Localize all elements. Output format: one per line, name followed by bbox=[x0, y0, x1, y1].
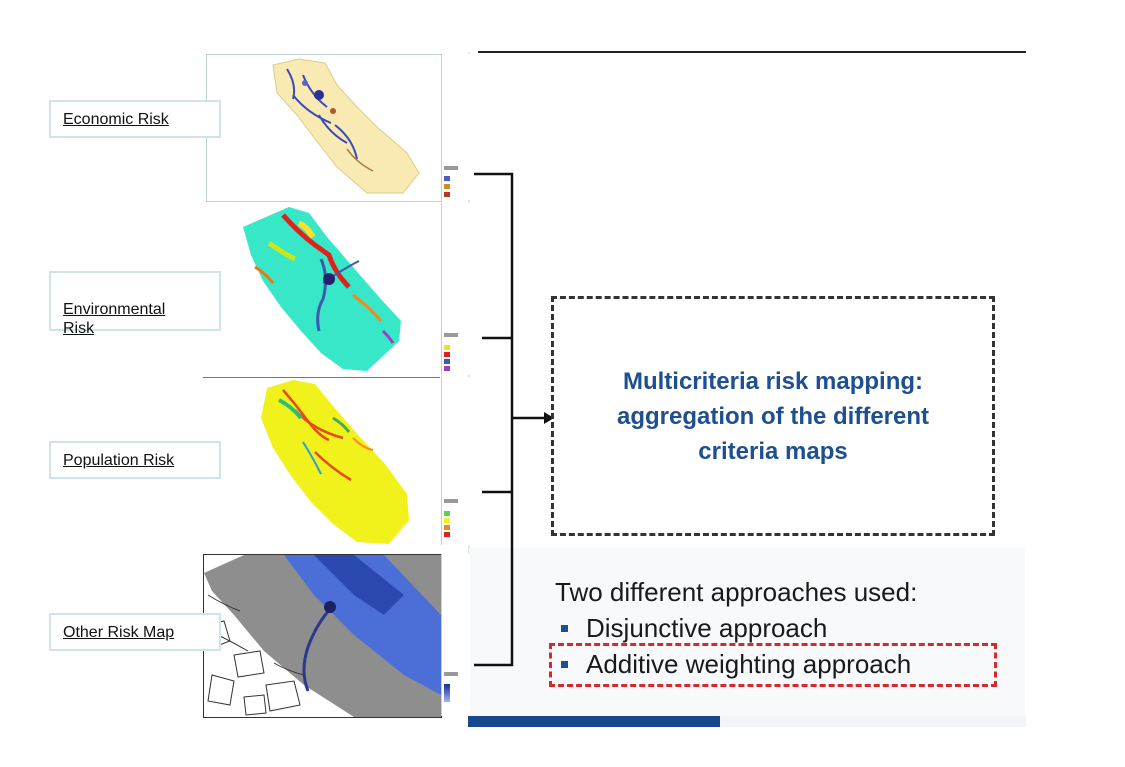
bottom-accent-bar bbox=[468, 715, 720, 727]
approaches-heading: Two different approaches used: bbox=[555, 577, 918, 607]
label-population-risk-text: Population Risk bbox=[63, 452, 175, 469]
top-rule bbox=[478, 51, 1026, 53]
bottom-slide-edge bbox=[720, 715, 1026, 727]
bracket-spine bbox=[474, 172, 514, 667]
highlight-additive-approach bbox=[549, 643, 997, 687]
connector-arrow-head bbox=[544, 412, 554, 424]
environmental-map-graphic bbox=[243, 207, 401, 371]
lower-slide-panel bbox=[469, 548, 1025, 716]
label-environmental-risk-text: Environmental Risk bbox=[63, 301, 166, 337]
multicriteria-title: Multicriteria risk mapping: aggregation … bbox=[617, 367, 929, 465]
approach-item-label: Additive weighting approach bbox=[586, 649, 912, 679]
other-legend bbox=[441, 554, 470, 716]
label-environmental-risk: Environmental Risk bbox=[49, 271, 221, 337]
economic-map-graphic bbox=[272, 58, 420, 194]
population-map-graphic bbox=[261, 380, 409, 544]
economic-risk-map bbox=[206, 54, 442, 202]
label-other-risk-map: Other Risk Map bbox=[49, 613, 221, 651]
other-risk-map bbox=[203, 554, 442, 718]
connector-bracket bbox=[474, 172, 554, 667]
approaches-list: Two different approaches used: Disjuncti… bbox=[555, 574, 995, 682]
population-risk-map bbox=[203, 377, 440, 546]
label-economic-risk-text: Economic Risk bbox=[63, 111, 169, 128]
other-map-graphic bbox=[204, 555, 441, 717]
environmental-legend bbox=[441, 203, 470, 375]
population-legend bbox=[441, 377, 470, 545]
environmental-risk-map bbox=[203, 203, 440, 375]
multicriteria-box: Multicriteria risk mapping: aggregation … bbox=[551, 296, 995, 536]
label-economic-risk: Economic Risk bbox=[49, 100, 221, 138]
economic-legend bbox=[441, 54, 470, 200]
bullet-icon bbox=[561, 660, 568, 668]
approach-item-additive: Additive weighting approach bbox=[555, 646, 995, 682]
approach-item-disjunctive: Disjunctive approach bbox=[555, 610, 995, 646]
bullet-icon bbox=[561, 624, 568, 632]
approach-item-label: Disjunctive approach bbox=[586, 613, 828, 643]
label-other-risk-map-text: Other Risk Map bbox=[63, 624, 175, 641]
label-population-risk: Population Risk bbox=[49, 441, 221, 479]
